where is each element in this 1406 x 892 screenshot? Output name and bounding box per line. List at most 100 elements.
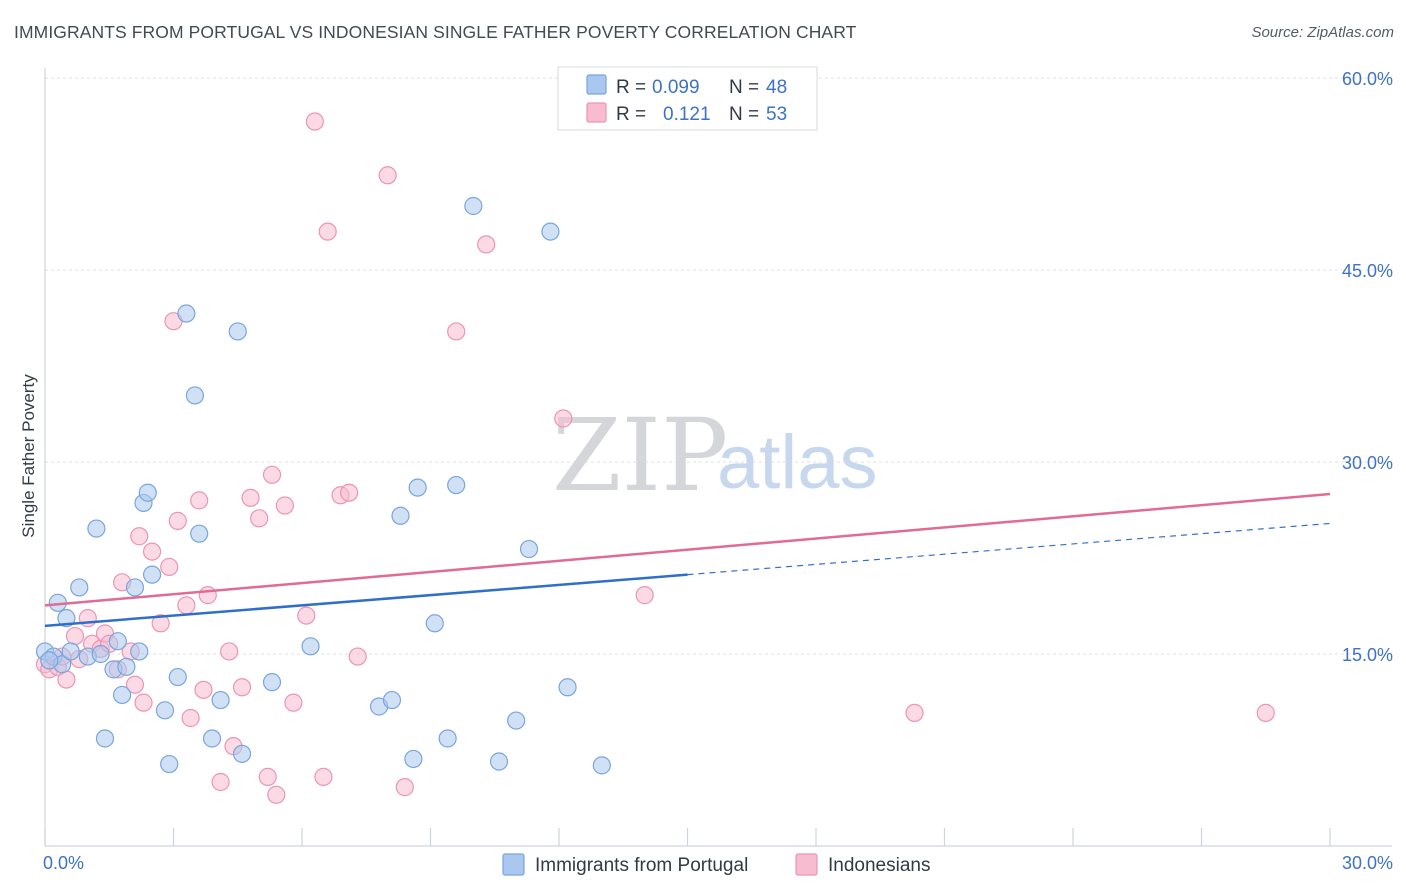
- trend-line-portugal-extension: [687, 522, 1331, 576]
- legend-n-label-0: N =: [729, 77, 759, 98]
- portugal-point: [160, 754, 179, 774]
- indonesians-point: [447, 322, 466, 341]
- legend-r-label-1: R =: [616, 104, 646, 125]
- portugal-point: [185, 386, 205, 405]
- bottom-legend-label-indonesians: Indonesians: [828, 855, 930, 876]
- legend-r-label-0: R =: [616, 77, 646, 98]
- indonesians-point: [267, 785, 286, 804]
- portugal-point: [202, 729, 222, 748]
- y-tick-label: 30.0%: [1342, 453, 1393, 473]
- indonesians-point: [194, 680, 213, 699]
- indonesians-point: [211, 772, 230, 792]
- indonesians-point: [395, 778, 414, 797]
- indonesians-point: [232, 678, 252, 697]
- portugal-point: [155, 701, 175, 720]
- indonesians-point: [142, 542, 162, 561]
- indonesians-point: [477, 235, 496, 254]
- y-axis-label: Single Father Poverty: [19, 374, 38, 538]
- indonesians-point: [250, 509, 269, 528]
- portugal-point: [408, 478, 427, 497]
- grid-lines: [45, 77, 1392, 655]
- legend-r-value-0: 0.099: [652, 77, 700, 98]
- portugal-point: [87, 519, 106, 538]
- source-credit: Source: ZipAtlas.com: [1251, 24, 1394, 41]
- indonesians-point: [305, 112, 324, 131]
- indonesians-point: [554, 409, 573, 428]
- indonesians-point: [378, 166, 397, 185]
- watermark-atlas: atlas: [717, 420, 878, 505]
- bottom-legend-label-portugal: Immigrants from Portugal: [535, 855, 748, 876]
- portugal-point: [228, 322, 247, 341]
- watermark: ZIP atlas: [552, 397, 878, 514]
- indonesians-point: [262, 465, 282, 484]
- indonesians-point: [168, 511, 187, 530]
- indonesians-point: [125, 675, 145, 694]
- y-tick-labels: 15.0% 30.0% 45.0% 60.0%: [1342, 69, 1393, 665]
- portugal-point: [232, 744, 252, 763]
- portugal-point: [168, 667, 187, 687]
- data-points: [35, 112, 1275, 804]
- portugal-point: [138, 483, 157, 502]
- legend-swatch-indonesians: [586, 102, 607, 123]
- legend-n-value-0: 48: [766, 77, 787, 98]
- portugal-point: [61, 642, 80, 661]
- portugal-point: [464, 196, 483, 216]
- trend-line-indonesians: [44, 492, 1331, 607]
- portugal-point: [40, 651, 59, 670]
- y-tick-label: 45.0%: [1342, 261, 1393, 281]
- indonesians-point: [348, 647, 367, 666]
- portugal-point: [301, 637, 320, 656]
- portugal-point: [177, 304, 196, 323]
- indonesians-point: [1256, 703, 1275, 722]
- indonesians-point: [275, 496, 294, 515]
- indonesians-point: [318, 222, 337, 241]
- trend-lines: [44, 492, 1331, 628]
- indonesians-point: [284, 693, 303, 712]
- trend-line-portugal: [44, 573, 688, 628]
- indonesians-point: [134, 693, 153, 712]
- portugal-point: [425, 614, 444, 633]
- axes: [44, 68, 1392, 847]
- indonesians-point: [241, 488, 260, 507]
- indonesians-point: [258, 767, 277, 786]
- indonesians-point: [297, 606, 316, 625]
- portugal-point: [447, 475, 466, 495]
- portugal-point: [404, 749, 423, 769]
- legend-n-value-1: 53: [766, 104, 787, 125]
- portugal-point: [190, 524, 209, 543]
- portugal-point: [112, 685, 132, 705]
- legend-r-value-1: 0.121: [663, 104, 711, 125]
- indonesians-point: [177, 596, 196, 615]
- indonesians-point: [57, 670, 76, 689]
- indonesians-point: [635, 586, 654, 605]
- x-tick-label-min: 0.0%: [43, 853, 84, 873]
- portugal-point: [519, 539, 539, 559]
- portugal-point: [57, 609, 76, 628]
- portugal-point: [541, 222, 560, 241]
- x-tick-label-max: 30.0%: [1342, 853, 1393, 873]
- portugal-point: [489, 752, 509, 771]
- legend: R = 0.099 N = 48 R = 0.121 N = 53: [557, 66, 818, 131]
- legend-swatch-portugal: [586, 74, 607, 95]
- bottom-legend-swatch-portugal: [502, 853, 525, 876]
- bottom-legend-swatch-indonesians: [795, 853, 818, 876]
- portugal-point: [130, 642, 149, 661]
- indonesians-point: [340, 483, 359, 502]
- indonesians-point: [220, 642, 239, 661]
- indonesians-point: [905, 703, 924, 722]
- indonesians-point: [130, 527, 149, 546]
- portugal-point: [211, 690, 230, 710]
- chart-title: IMMIGRANTS FROM PORTUGAL VS INDONESIAN S…: [14, 22, 857, 42]
- portugal-point: [592, 756, 611, 775]
- indonesians-point: [151, 614, 170, 633]
- portugal-point: [108, 632, 127, 651]
- portugal-point: [117, 657, 136, 676]
- portugal-point: [262, 673, 282, 692]
- x-tick-labels: 0.0% 30.0%: [43, 853, 1393, 873]
- portugal-point: [391, 506, 410, 525]
- portugal-point: [70, 578, 89, 597]
- portugal-point: [438, 729, 457, 748]
- portugal-point: [558, 678, 577, 697]
- indonesians-point: [65, 626, 85, 646]
